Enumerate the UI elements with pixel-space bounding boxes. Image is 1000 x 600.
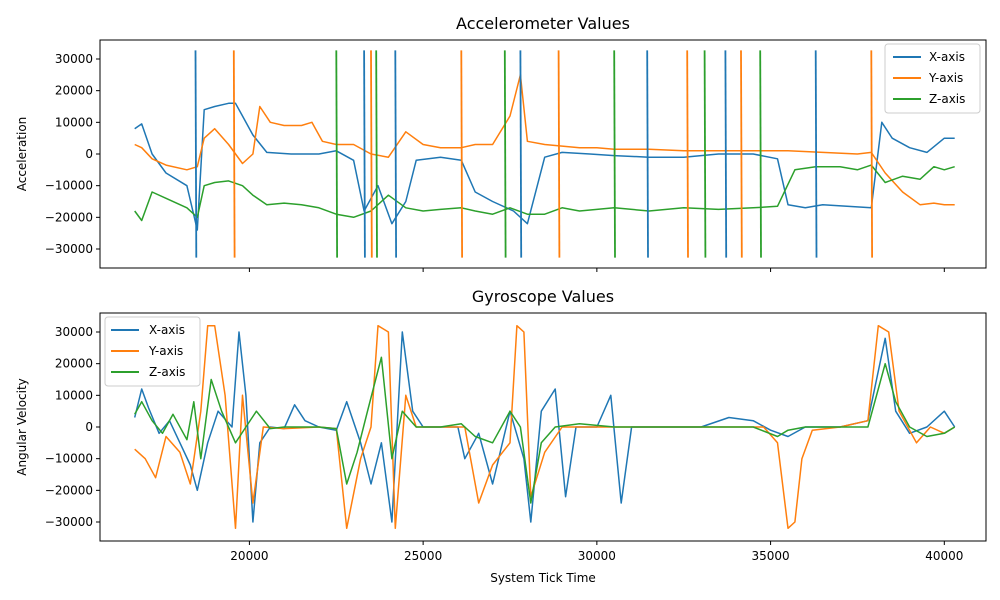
accelerometer-spike bbox=[460, 50, 463, 258]
accelerometer-y-tick-label: 0 bbox=[85, 147, 93, 161]
accelerometer-spike bbox=[557, 50, 561, 258]
accelerometer-spike bbox=[375, 50, 378, 258]
gyroscope-series-layer bbox=[133, 324, 956, 530]
gyroscope-series-line-z bbox=[134, 356, 956, 504]
gyroscope-x-tick-label: 20000 bbox=[230, 549, 268, 563]
gyroscope-x-tick-label: 30000 bbox=[578, 549, 616, 563]
accelerometer-spike bbox=[814, 50, 818, 258]
gyroscope-legend-box bbox=[104, 316, 201, 387]
accelerometer-spike bbox=[613, 50, 616, 258]
gyroscope-y-tick-label: 20000 bbox=[55, 357, 93, 371]
accelerometer-spike bbox=[194, 50, 198, 258]
gyroscope-y-tick-label: −10000 bbox=[45, 452, 93, 466]
gyroscope-panel: Gyroscope Values 20000 25000 30000 35000 400… bbox=[15, 287, 987, 585]
accelerometer-legend: X-axis Y-axis Z-axis bbox=[884, 43, 981, 114]
gyroscope-x-ticks: 20000 25000 30000 35000 40000 bbox=[230, 541, 963, 563]
gyroscope-y-tick-label: −20000 bbox=[45, 483, 93, 497]
accelerometer-legend-box bbox=[884, 43, 981, 114]
accelerometer-y-tick-label: −20000 bbox=[45, 210, 93, 224]
gyroscope-x-tick-label: 40000 bbox=[925, 549, 963, 563]
accelerometer-spike bbox=[519, 50, 523, 258]
accelerometer-spike bbox=[686, 50, 689, 258]
accelerometer-spike bbox=[724, 50, 728, 258]
accelerometer-plot-area: −30000 −20000 −10000 0 10000 20000 30000 bbox=[45, 39, 987, 272]
accelerometer-legend-label-z: Z-axis bbox=[929, 92, 965, 106]
gyroscope-y-tick-label: 0 bbox=[85, 420, 93, 434]
accelerometer-spike bbox=[759, 50, 762, 258]
accelerometer-spike bbox=[335, 50, 338, 258]
accelerometer-spike bbox=[870, 50, 873, 258]
accelerometer-series-line-x bbox=[134, 102, 955, 231]
accelerometer-spike bbox=[646, 50, 649, 258]
accelerometer-spike bbox=[363, 50, 366, 258]
gyroscope-x-axis-label: System Tick Time bbox=[490, 571, 596, 585]
accelerometer-y-tick-label: 10000 bbox=[55, 115, 93, 129]
gyroscope-legend-label-z: Z-axis bbox=[149, 365, 185, 379]
gyroscope-plot-area: 20000 25000 30000 35000 40000 −30000 −20000 −1… bbox=[45, 312, 987, 563]
gyroscope-y-tick-label: 30000 bbox=[55, 325, 93, 339]
gyroscope-legend-label-x: X-axis bbox=[149, 323, 185, 337]
gyroscope-x-tick-label: 25000 bbox=[404, 549, 442, 563]
accelerometer-title: Accelerometer Values bbox=[456, 14, 630, 33]
accelerometer-spike bbox=[503, 50, 507, 258]
accelerometer-spike bbox=[740, 50, 743, 258]
accelerometer-panel: Accelerometer Values −30000 −20000 −10000 0… bbox=[15, 14, 987, 272]
gyroscope-title: Gyroscope Values bbox=[472, 287, 614, 306]
accelerometer-spike-layer bbox=[194, 50, 873, 258]
accelerometer-spike bbox=[703, 50, 707, 258]
gyroscope-y-tick-label: 10000 bbox=[55, 388, 93, 402]
gyroscope-x-tick-label: 35000 bbox=[751, 549, 789, 563]
accelerometer-y-ticks: −30000 −20000 −10000 0 10000 20000 30000 bbox=[45, 52, 100, 256]
accelerometer-y-tick-label: −10000 bbox=[45, 179, 93, 193]
accelerometer-legend-label-y: Y-axis bbox=[928, 71, 963, 85]
gyroscope-legend-label-y: Y-axis bbox=[148, 344, 183, 358]
accelerometer-y-tick-label: 30000 bbox=[55, 52, 93, 66]
gyroscope-y-axis-label: Angular Velocity bbox=[15, 378, 29, 476]
gyroscope-series-line-y bbox=[134, 324, 956, 530]
gyroscope-y-ticks: −30000 −20000 −10000 0 10000 20000 30000 bbox=[45, 325, 100, 529]
accelerometer-spike bbox=[370, 50, 373, 258]
accelerometer-y-tick-label: −30000 bbox=[45, 242, 93, 256]
accelerometer-legend-label-x: X-axis bbox=[929, 50, 965, 64]
accelerometer-x-ticks bbox=[248, 268, 945, 272]
gyroscope-y-tick-label: −30000 bbox=[45, 515, 93, 529]
accelerometer-series-line-z bbox=[134, 164, 955, 222]
accelerometer-y-axis-label: Acceleration bbox=[15, 117, 29, 192]
accelerometer-spike bbox=[232, 50, 236, 258]
gyroscope-legend: X-axis Y-axis Z-axis bbox=[104, 316, 201, 387]
accelerometer-spike bbox=[394, 50, 397, 258]
accelerometer-y-tick-label: 20000 bbox=[55, 84, 93, 98]
